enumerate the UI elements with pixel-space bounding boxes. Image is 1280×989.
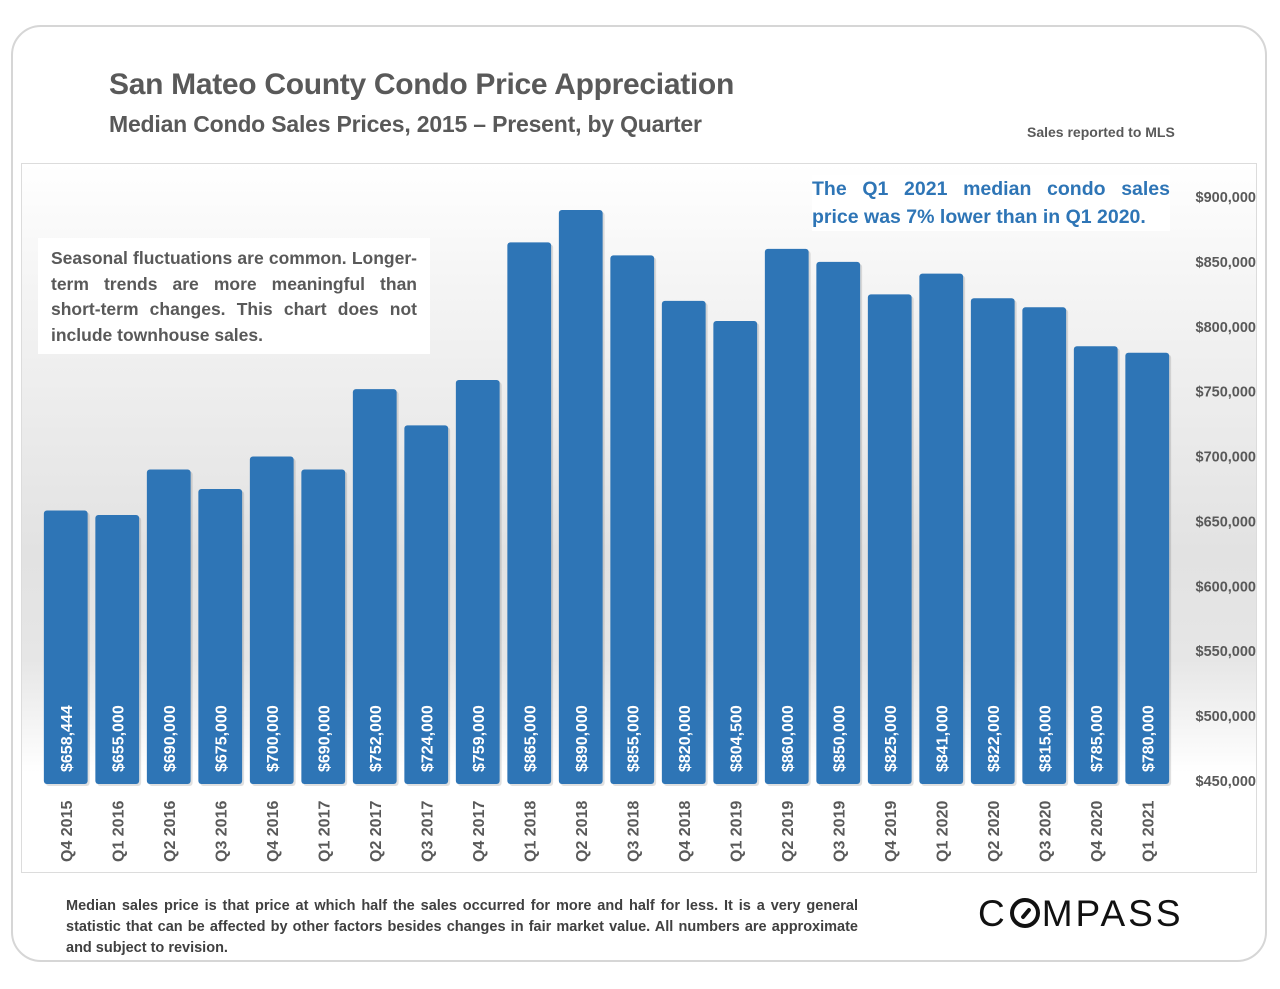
chart-title: San Mateo County Condo Price Appreciatio…	[109, 68, 734, 101]
y-tick-label: $650,000	[1196, 514, 1256, 530]
logo-text-prefix: C	[978, 893, 1008, 934]
bar-value-label: $890,000	[574, 705, 591, 772]
logo-text-suffix: MPASS	[1041, 893, 1184, 934]
x-tick-label: Q4 2020	[1089, 801, 1106, 862]
source-note: Sales reported to MLS	[1027, 124, 1175, 140]
y-tick-label: $850,000	[1196, 255, 1256, 271]
bar-q2-2020	[970, 298, 1015, 784]
x-tick-label: Q2 2018	[574, 801, 591, 862]
bar-value-label: $841,000	[934, 705, 951, 772]
x-tick-label: Q2 2016	[162, 801, 179, 862]
bar-labels-layer: $658,444 $655,000 $690,000 $675,000 $700,000…	[59, 705, 1158, 772]
bar-value-label: $752,000	[368, 705, 385, 772]
highlight-callout: The Q1 2021 median condo sales price was…	[812, 175, 1170, 231]
bar-q4-2019	[867, 294, 912, 784]
bar-q1-2018	[507, 242, 552, 784]
x-tick-label: Q4 2016	[265, 801, 282, 862]
y-tick-label: $800,000	[1196, 320, 1256, 336]
bar-value-label: $820,000	[677, 705, 694, 772]
bar-q4-2015	[43, 510, 88, 784]
y-tick-label: $500,000	[1196, 709, 1256, 725]
bar-value-label: $759,000	[471, 705, 488, 772]
y-tick-label: $750,000	[1196, 385, 1256, 401]
bar-value-label: $658,444	[59, 705, 76, 772]
x-tick-label: Q2 2020	[986, 801, 1003, 862]
bar-q4-2017	[455, 379, 500, 784]
x-tick-label: Q1 2017	[316, 801, 333, 862]
x-tick-label: Q3 2017	[419, 801, 436, 862]
y-axis-tick-labels: $450,000 $500,000 $550,000 $600,000 $650,000…	[1196, 190, 1256, 790]
bar-q1-2021	[1125, 352, 1170, 784]
x-tick-label: Q1 2020	[934, 801, 951, 862]
bar-q3-2020	[1022, 307, 1067, 784]
x-tick-label: Q1 2019	[728, 801, 745, 862]
x-tick-label: Q1 2018	[522, 801, 539, 862]
bar-value-label: $785,000	[1089, 705, 1106, 772]
x-tick-label: Q4 2017	[471, 801, 488, 862]
bar-q3-2017	[404, 425, 449, 784]
bar-value-label: $690,000	[162, 705, 179, 772]
seasonal-note-callout: Seasonal fluctuations are common. Longer…	[38, 238, 430, 354]
bar-q1-2017	[301, 469, 346, 784]
bars-layer	[43, 209, 1172, 786]
bar-q2-2018	[558, 209, 603, 784]
y-tick-label: $900,000	[1196, 190, 1256, 206]
x-axis-tick-labels: Q4 2015 Q1 2016 Q2 2016 Q3 2016 Q4 2016 Q1 20…	[59, 801, 1158, 862]
chart-subtitle: Median Condo Sales Prices, 2015 – Presen…	[109, 111, 702, 137]
bar-q4-2020	[1073, 346, 1118, 784]
bar-value-label: $822,000	[986, 705, 1003, 772]
bar-q2-2019	[764, 248, 809, 784]
bar-q3-2019	[816, 261, 861, 784]
compass-logo: C MPASS	[978, 893, 1184, 935]
x-tick-label: Q4 2015	[59, 801, 76, 862]
bar-q1-2020	[919, 273, 964, 784]
bar-value-label: $655,000	[110, 705, 127, 772]
bar-value-label: $865,000	[522, 705, 539, 772]
bar-value-label: $855,000	[625, 705, 642, 772]
bar-value-label: $815,000	[1037, 705, 1054, 772]
bar-q2-2017	[352, 389, 397, 784]
bar-q3-2016	[198, 489, 243, 784]
x-tick-label: Q2 2017	[368, 801, 385, 862]
footnote: Median sales price is that price at whic…	[66, 898, 858, 956]
x-tick-label: Q3 2016	[213, 801, 230, 862]
x-tick-label: Q4 2019	[883, 801, 900, 862]
bar-q4-2018	[661, 300, 706, 784]
x-tick-label: Q1 2016	[110, 801, 127, 862]
y-tick-label: $450,000	[1196, 774, 1256, 790]
bar-q1-2019	[713, 320, 758, 784]
y-tick-label: $600,000	[1196, 579, 1256, 595]
x-tick-label: Q4 2018	[677, 801, 694, 862]
x-tick-label: Q3 2020	[1037, 801, 1054, 862]
bar-value-label: $850,000	[831, 705, 848, 772]
y-tick-label: $550,000	[1196, 644, 1256, 660]
bar-value-label: $690,000	[316, 705, 333, 772]
bar-value-label: $804,500	[728, 705, 745, 772]
x-tick-label: Q3 2019	[831, 801, 848, 862]
bar-q1-2016	[95, 514, 140, 784]
compass-o-icon	[1009, 898, 1040, 928]
bar-q2-2016	[146, 469, 191, 784]
bar-value-label: $675,000	[213, 705, 230, 772]
x-tick-label: Q2 2019	[780, 801, 797, 862]
bar-value-label: $825,000	[883, 705, 900, 772]
bar-value-label: $860,000	[780, 705, 797, 772]
x-tick-label: Q1 2021	[1140, 801, 1157, 862]
x-tick-label: Q3 2018	[625, 801, 642, 862]
bar-value-label: $724,000	[419, 705, 436, 772]
bar-value-label: $700,000	[265, 705, 282, 772]
bar-value-label: $780,000	[1140, 705, 1157, 772]
bar-q3-2018	[610, 255, 655, 784]
y-tick-label: $700,000	[1196, 450, 1256, 466]
bar-q4-2016	[249, 456, 294, 784]
